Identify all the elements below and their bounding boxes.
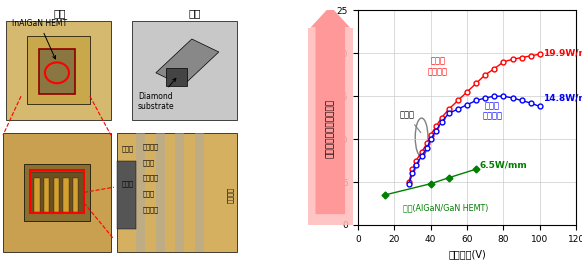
Text: ドレイン: ドレイン (143, 206, 158, 213)
Text: ソース: ソース (122, 145, 133, 152)
Bar (34, 178, 40, 212)
Text: 裏側: 裏側 (189, 8, 201, 18)
Bar (156, 133, 165, 252)
FancyArrow shape (311, 6, 350, 214)
Bar (27, 36, 90, 104)
Bar (30, 170, 84, 213)
Text: ソース: ソース (143, 159, 154, 166)
Text: 表側: 表側 (54, 8, 66, 18)
Text: ドレイン: ドレイン (143, 175, 158, 181)
Text: ダイヤ
放熱なし: ダイヤ 放熱なし (482, 101, 502, 120)
Bar (166, 68, 187, 86)
Polygon shape (156, 39, 219, 86)
Bar (39, 49, 75, 94)
Text: 従来(AlGaN/GaN HEMT): 従来(AlGaN/GaN HEMT) (403, 203, 488, 212)
Bar (117, 133, 237, 252)
Bar (195, 133, 204, 252)
Bar (24, 164, 90, 221)
Text: ソース: ソース (143, 190, 154, 197)
FancyBboxPatch shape (132, 21, 237, 120)
Text: ドレイン: ドレイン (228, 187, 234, 203)
Bar (44, 178, 49, 212)
X-axis label: 動作電圧(V): 動作電圧(V) (448, 249, 486, 259)
Bar (117, 161, 136, 229)
Text: ダイヤ
放熱あり: ダイヤ 放熱あり (428, 56, 448, 76)
Text: 6.5W/mm: 6.5W/mm (480, 160, 527, 169)
Bar (30, 172, 84, 213)
Text: 14.8W/mm: 14.8W/mm (544, 93, 582, 102)
Y-axis label: 出力(W/mm): 出力(W/mm) (321, 92, 331, 143)
Text: レーダー探知距離が増大: レーダー探知距離が増大 (326, 99, 335, 158)
Bar (175, 133, 184, 252)
FancyBboxPatch shape (6, 21, 111, 120)
Text: InAlGaN HEMT: InAlGaN HEMT (12, 19, 67, 59)
Text: ドレイン: ドレイン (143, 144, 158, 150)
Bar (3, 133, 111, 252)
Text: 新構造: 新構造 (400, 111, 421, 133)
Bar (73, 178, 78, 212)
Bar (54, 178, 59, 212)
Text: 19.9W/mm: 19.9W/mm (544, 49, 582, 58)
Bar (63, 178, 69, 212)
Bar (136, 133, 146, 252)
Text: ゲート: ゲート (122, 180, 133, 187)
Text: Diamond
substrate: Diamond substrate (138, 78, 176, 111)
